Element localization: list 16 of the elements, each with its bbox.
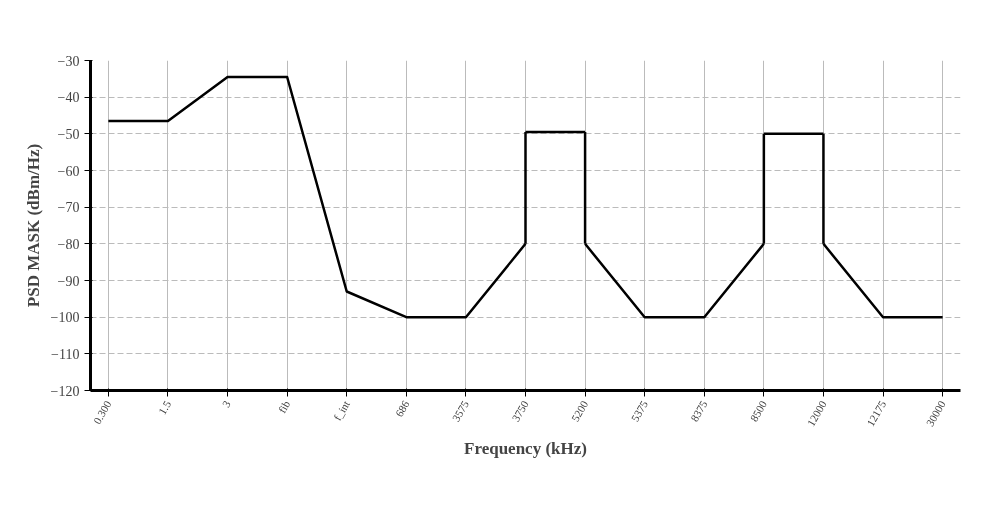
- y-tick-label: −60: [57, 163, 80, 179]
- y-tick-label: −50: [57, 126, 80, 142]
- y-tick-label: −80: [57, 236, 80, 252]
- x-axis-title: Frequency (kHz): [464, 439, 587, 459]
- x-tick-label: 1.5: [155, 398, 174, 417]
- x-tick-label: 686: [392, 398, 412, 419]
- y-tick-label: −110: [51, 346, 80, 362]
- x-tick-label: 3: [219, 398, 233, 410]
- y-tick-label: −70: [57, 200, 80, 216]
- y-tick-label: −30: [57, 53, 80, 69]
- y-tick-label: −90: [57, 273, 80, 289]
- y-tick-label: −100: [50, 310, 80, 326]
- y-tick-label: −40: [57, 90, 80, 106]
- x-tick-label: fib: [275, 398, 293, 416]
- y-axis-title: PSD MASK (dBm/Hz): [23, 143, 43, 308]
- y-tick-label: −120: [50, 383, 80, 399]
